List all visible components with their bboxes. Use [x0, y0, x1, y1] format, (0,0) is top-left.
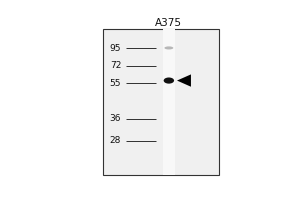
Text: 95: 95 [110, 44, 121, 53]
Bar [165, 29, 166, 175]
Text: 36: 36 [110, 114, 121, 123]
Bar [167, 29, 168, 175]
Bar [171, 29, 172, 175]
Ellipse shape [164, 77, 174, 84]
Text: A375: A375 [155, 18, 182, 28]
Text: 55: 55 [110, 79, 121, 88]
Bar [163, 29, 175, 175]
Bar [168, 29, 169, 175]
Bar [163, 29, 164, 175]
Polygon shape [177, 74, 191, 87]
Ellipse shape [164, 46, 173, 49]
Bar [169, 29, 170, 175]
Bar [173, 29, 174, 175]
Bar [164, 29, 165, 175]
Bar [174, 29, 175, 175]
Bar [103, 29, 219, 175]
Bar [172, 29, 173, 175]
Bar [170, 29, 171, 175]
Text: 28: 28 [110, 136, 121, 145]
Text: 72: 72 [110, 61, 121, 70]
